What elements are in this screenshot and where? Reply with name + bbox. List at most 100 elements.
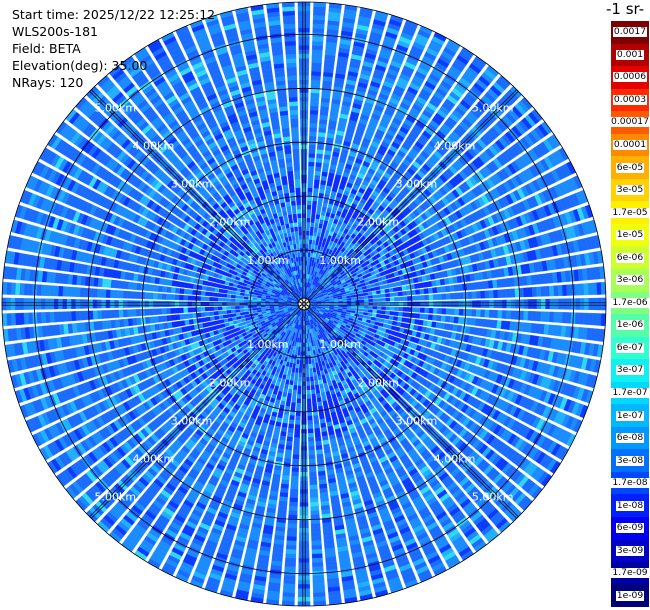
range-gate bbox=[288, 506, 298, 512]
range-gate bbox=[306, 230, 310, 236]
range-gate bbox=[432, 294, 438, 301]
range-gate bbox=[427, 314, 434, 321]
range-gate bbox=[301, 411, 307, 417]
range-gate bbox=[292, 363, 296, 369]
range-gate bbox=[314, 423, 320, 429]
range-gate bbox=[289, 493, 299, 499]
range-gate bbox=[299, 79, 309, 85]
range-gate bbox=[284, 449, 292, 455]
range-gate bbox=[376, 313, 382, 318]
range-gate bbox=[293, 445, 300, 451]
range-gate bbox=[301, 433, 307, 438]
range-gate bbox=[402, 290, 408, 296]
range-gate bbox=[294, 376, 298, 382]
range-gate bbox=[300, 144, 308, 149]
range-gate bbox=[306, 204, 312, 210]
range-gate bbox=[306, 226, 310, 232]
range-gate bbox=[291, 471, 299, 477]
range-gate bbox=[300, 441, 308, 447]
range-gate bbox=[305, 234, 310, 240]
range-gate bbox=[303, 269, 305, 274]
range-gate bbox=[375, 286, 381, 291]
range-gate bbox=[306, 376, 310, 382]
range-gate bbox=[380, 314, 386, 319]
range-gate bbox=[310, 105, 319, 111]
range-gate bbox=[300, 346, 303, 352]
range-gate bbox=[301, 170, 307, 175]
range-gate bbox=[286, 436, 293, 442]
range-gate bbox=[307, 196, 313, 201]
range-gate bbox=[298, 40, 310, 46]
range-gate bbox=[579, 283, 585, 296]
range-gate bbox=[286, 540, 297, 546]
range-gate bbox=[316, 393, 321, 399]
range-gate bbox=[415, 289, 421, 295]
range-gate bbox=[510, 310, 516, 320]
range-gate bbox=[458, 308, 464, 316]
range-gate bbox=[471, 291, 477, 299]
range-gate bbox=[300, 135, 308, 141]
range-gate bbox=[306, 213, 311, 219]
range-gate bbox=[313, 187, 319, 193]
range-gate bbox=[351, 305, 356, 308]
range-gate bbox=[497, 299, 503, 309]
range-gate bbox=[298, 342, 301, 348]
range-gate bbox=[316, 449, 324, 455]
range-gate bbox=[311, 557, 323, 563]
range-gate bbox=[299, 519, 309, 525]
range-gate bbox=[338, 306, 343, 310]
range-gate bbox=[313, 183, 320, 189]
range-gate bbox=[309, 114, 318, 120]
range-gate bbox=[380, 293, 386, 298]
range-gate bbox=[437, 293, 443, 300]
range-gate bbox=[388, 287, 394, 293]
range-gate bbox=[300, 446, 308, 451]
range-gate bbox=[351, 300, 356, 303]
range-gate bbox=[363, 295, 369, 300]
range-gate bbox=[303, 329, 305, 335]
range-gate bbox=[298, 53, 310, 59]
range-gate bbox=[305, 359, 309, 365]
range-gate bbox=[313, 10, 326, 16]
range-gate bbox=[313, 596, 326, 602]
range-gate bbox=[493, 289, 499, 299]
range-gate bbox=[362, 289, 368, 293]
range-gate bbox=[506, 299, 512, 309]
range-gate bbox=[287, 527, 297, 533]
range-gate bbox=[312, 574, 325, 581]
range-gate bbox=[307, 191, 313, 197]
range-gate bbox=[295, 420, 301, 425]
range-gate bbox=[359, 305, 365, 309]
range-gate bbox=[363, 292, 369, 296]
range-gate bbox=[298, 566, 310, 572]
range-gate bbox=[309, 480, 318, 486]
range-gate bbox=[531, 311, 538, 322]
range-gate bbox=[309, 488, 318, 494]
range-gate bbox=[310, 510, 320, 516]
range-gate bbox=[295, 368, 299, 373]
range-gate bbox=[314, 432, 321, 438]
range-gate bbox=[308, 450, 316, 456]
range-gate bbox=[296, 402, 301, 408]
range-gate bbox=[285, 557, 297, 563]
range-gate bbox=[379, 318, 385, 323]
range-gate bbox=[300, 152, 308, 158]
range-gate bbox=[297, 1, 311, 7]
range-gate bbox=[300, 480, 308, 486]
range-gate bbox=[393, 287, 399, 292]
range-gate bbox=[506, 310, 512, 320]
range-gate bbox=[311, 540, 322, 546]
range-gate bbox=[313, 415, 319, 421]
range-gate bbox=[317, 401, 323, 407]
range-gate bbox=[313, 376, 318, 382]
range-gate bbox=[587, 282, 594, 296]
range-gate bbox=[346, 309, 352, 313]
range-gate bbox=[294, 428, 301, 434]
range-gate bbox=[432, 314, 438, 321]
range-gate bbox=[484, 290, 490, 299]
range-gate bbox=[293, 441, 300, 447]
range-gate bbox=[437, 301, 443, 307]
range-gate bbox=[415, 307, 421, 313]
range-gate bbox=[310, 92, 320, 98]
range-gate bbox=[361, 318, 368, 323]
